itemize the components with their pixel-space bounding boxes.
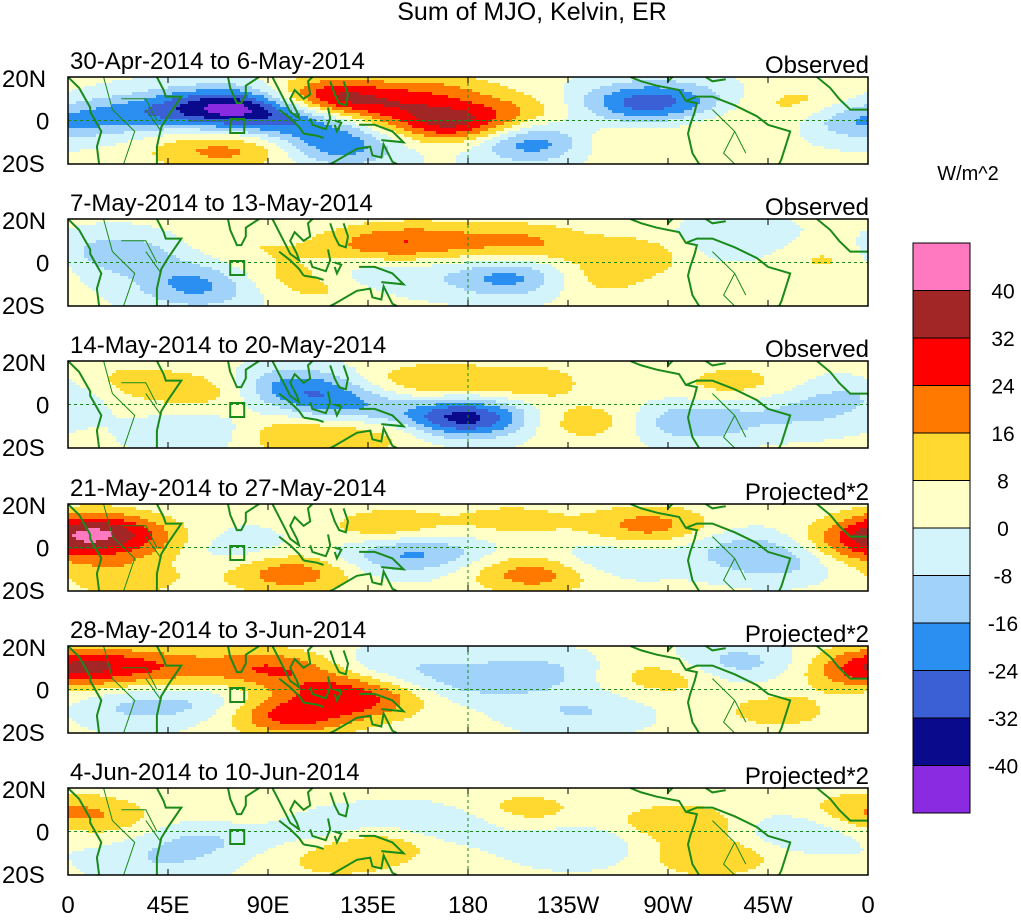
colorbar-level-label: 24 bbox=[991, 376, 1015, 399]
y-tick-label: 20N bbox=[2, 635, 46, 662]
x-tick-label: 135W bbox=[537, 892, 600, 919]
colorbar-swatch bbox=[912, 527, 971, 576]
x-tick-label: 45W bbox=[743, 892, 793, 919]
panel-1: 30-Apr-2014 to 6-May-2014 Observed 20N 0 20S bbox=[2, 48, 869, 178]
panel-label: Projected*2 bbox=[745, 763, 869, 790]
x-tick-label: 45E bbox=[147, 892, 190, 919]
panel-4: 21-May-2014 to 27-May-2014 Projected*2 20N… bbox=[2, 475, 869, 605]
y-tick-label: 20S bbox=[2, 435, 45, 462]
y-tick-label: 0 bbox=[36, 678, 49, 705]
panel-6: 4-Jun-2014 to 10-Jun-2014 Projected*2 20N 0… bbox=[2, 759, 869, 889]
colorbar-level-label: -32 bbox=[988, 708, 1018, 731]
x-tick-label: 135E bbox=[340, 892, 396, 919]
panel-date-range: 7-May-2014 to 13-May-2014 bbox=[70, 190, 373, 217]
x-axis: 0 45E 90E 135E 180 135W 90W 45W 0 bbox=[61, 892, 874, 919]
colorbar-swatch bbox=[912, 432, 971, 481]
panel-field bbox=[68, 219, 868, 306]
colorbar-level-label: 32 bbox=[991, 328, 1014, 351]
panel-label: Projected*2 bbox=[745, 621, 869, 648]
y-tick-label: 0 bbox=[36, 536, 49, 563]
panel-2: 7-May-2014 to 13-May-2014 Observed 20N 0 20S bbox=[2, 190, 869, 320]
x-tick-label: 90E bbox=[247, 892, 290, 919]
panel-coastlines bbox=[68, 646, 868, 733]
panel-date-range: 14-May-2014 to 20-May-2014 bbox=[70, 332, 386, 359]
panels: 30-Apr-2014 to 6-May-2014 Observed 20N 0 20S… bbox=[2, 48, 869, 889]
colorbar-level-label: 16 bbox=[991, 423, 1014, 446]
colorbar-level-label: -8 bbox=[994, 566, 1013, 589]
panel-label: Observed bbox=[765, 52, 869, 79]
panel-label: Observed bbox=[765, 194, 869, 221]
panel-field bbox=[68, 646, 868, 733]
colorbar-units: W/m^2 bbox=[937, 163, 999, 185]
panel-date-range: 30-Apr-2014 to 6-May-2014 bbox=[70, 48, 365, 75]
colorbar-swatch bbox=[912, 480, 971, 529]
colorbar: W/m^2 40 32 24 16 8 0 -8 -16 -24 -32 -40 bbox=[912, 163, 1019, 814]
y-tick-label: 20S bbox=[2, 293, 45, 320]
panel-coastlines bbox=[68, 788, 868, 875]
colorbar-swatch bbox=[912, 290, 971, 339]
colorbar-swatch bbox=[912, 765, 971, 814]
y-tick-label: 20S bbox=[2, 151, 45, 178]
panel-date-range: 28-May-2014 to 3-Jun-2014 bbox=[70, 617, 366, 644]
colorbar-swatch bbox=[912, 385, 971, 434]
x-tick-label: 180 bbox=[448, 892, 488, 919]
colorbar-level-label: -24 bbox=[988, 661, 1019, 684]
panel-date-range: 4-Jun-2014 to 10-Jun-2014 bbox=[70, 759, 360, 786]
panel-label: Projected*2 bbox=[745, 479, 869, 506]
y-tick-label: 0 bbox=[36, 251, 49, 278]
colorbar-level-label: 0 bbox=[997, 518, 1009, 541]
y-tick-label: 20S bbox=[2, 720, 45, 747]
panel-coastlines bbox=[68, 77, 868, 164]
colorbar-level-label: -40 bbox=[988, 756, 1018, 779]
y-tick-label: 0 bbox=[36, 109, 49, 136]
colorbar-swatch bbox=[912, 717, 971, 766]
y-tick-label: 20S bbox=[2, 862, 45, 889]
y-tick-label: 0 bbox=[36, 820, 49, 847]
panel-coastlines bbox=[68, 219, 868, 306]
y-tick-label: 20N bbox=[2, 493, 46, 520]
x-tick-label: 0 bbox=[861, 892, 874, 919]
colorbar-level-label: 8 bbox=[997, 471, 1009, 494]
x-tick-label: 0 bbox=[61, 892, 74, 919]
y-tick-label: 20S bbox=[2, 578, 45, 605]
colorbar-swatch bbox=[912, 242, 971, 291]
y-tick-label: 20N bbox=[2, 66, 46, 93]
panel-coastlines bbox=[68, 361, 868, 448]
y-tick-label: 20N bbox=[2, 208, 46, 235]
panel-coastlines bbox=[68, 504, 868, 591]
colorbar-swatch bbox=[912, 670, 971, 719]
y-tick-label: 20N bbox=[2, 777, 46, 804]
y-tick-label: 20N bbox=[2, 350, 46, 377]
colorbar-swatch bbox=[912, 575, 971, 624]
panel-date-range: 21-May-2014 to 27-May-2014 bbox=[70, 475, 386, 502]
x-tick-label: 90W bbox=[643, 892, 693, 919]
colorbar-level-label: 40 bbox=[991, 281, 1014, 304]
panel-3: 14-May-2014 to 20-May-2014 Observed 20N 0 20… bbox=[2, 332, 869, 462]
y-tick-label: 0 bbox=[36, 393, 49, 420]
colorbar-swatch bbox=[912, 622, 971, 671]
chart-title: Sum of MJO, Kelvin, ER bbox=[397, 0, 667, 26]
panel-5: 28-May-2014 to 3-Jun-2014 Projected*2 20N 0… bbox=[2, 617, 869, 747]
colorbar-level-label: -16 bbox=[988, 613, 1018, 636]
colorbar-swatch bbox=[912, 337, 971, 386]
panel-label: Observed bbox=[765, 336, 869, 363]
